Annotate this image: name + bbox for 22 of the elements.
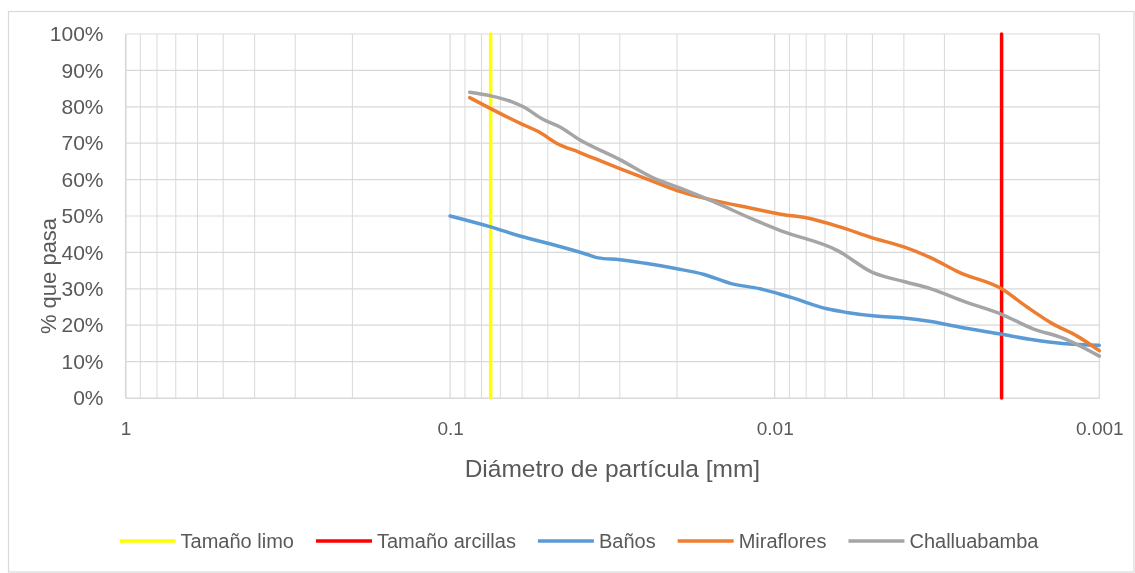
y-tick-label: 70% xyxy=(61,131,104,155)
x-tick-label: 1 xyxy=(120,418,132,440)
y-axis-title: % que pasa xyxy=(35,217,61,335)
legend-label: Baños xyxy=(598,530,656,552)
y-tick-label: 10% xyxy=(61,349,104,373)
y-tick-label: 20% xyxy=(61,313,104,337)
y-tick-label: 30% xyxy=(61,277,104,301)
y-tick-label: 80% xyxy=(61,95,104,119)
y-tick-label: 50% xyxy=(61,204,104,228)
x-tick-label: 0.1 xyxy=(437,418,464,440)
x-tick-label: 0.01 xyxy=(756,418,794,440)
x-axis-title: Diámetro de partícula [mm] xyxy=(464,454,761,482)
legend-label: Miraflores xyxy=(738,530,827,552)
x-tick-label: 0.001 xyxy=(1076,418,1124,440)
legend-label: Tamaño limo xyxy=(180,530,294,552)
y-tick-label: 90% xyxy=(61,58,104,82)
y-tick-label: 40% xyxy=(61,240,104,264)
y-tick-label: 60% xyxy=(61,167,104,191)
y-tick-label: 100% xyxy=(49,22,104,46)
legend-label: Tamaño arcillas xyxy=(376,530,516,552)
y-tick-label: 0% xyxy=(73,386,104,410)
legend-label: Challuabamba xyxy=(909,530,1040,552)
